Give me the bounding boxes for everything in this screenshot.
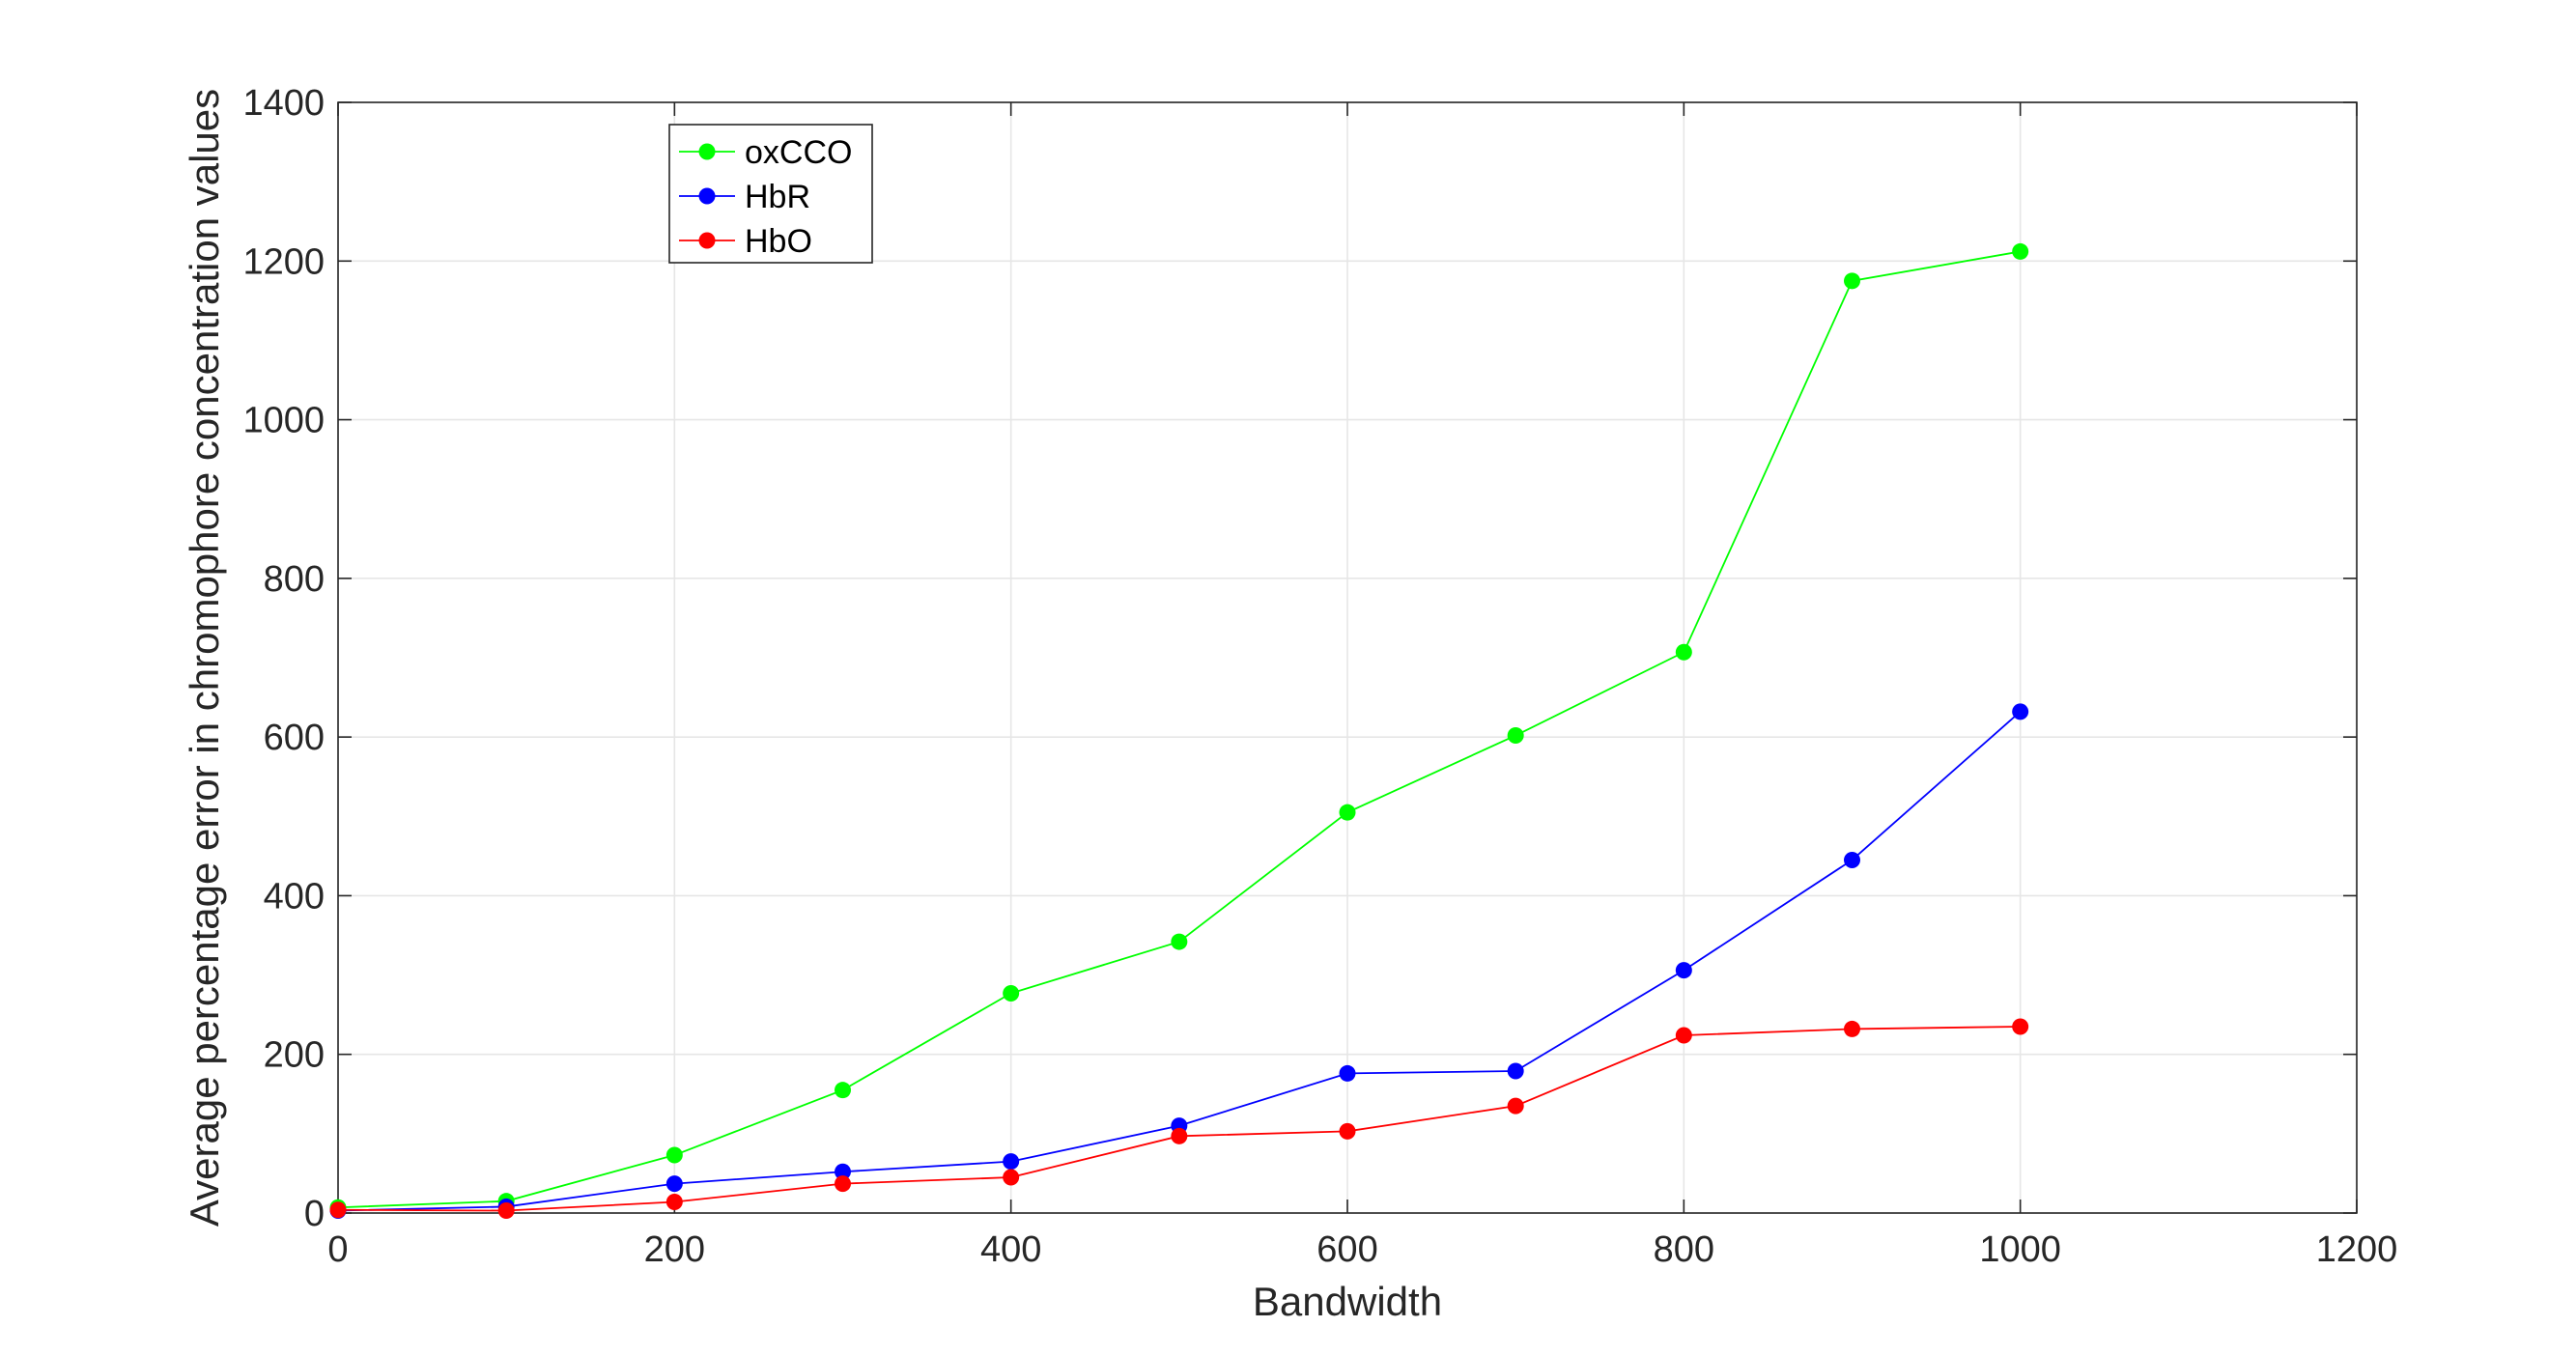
y-axis-label: Average percentage error in chromophore …: [182, 89, 227, 1227]
data-point-hbo: [2012, 1018, 2029, 1035]
y-tick-label: 600: [264, 718, 325, 758]
data-point-oxcco: [1339, 804, 1356, 821]
y-tick-label: 1000: [242, 401, 325, 441]
y-tick-label: 400: [264, 876, 325, 917]
legend-swatch-marker: [698, 187, 716, 205]
data-point-hbo: [1171, 1127, 1188, 1144]
legend-item-hbo: HbO: [679, 223, 812, 260]
data-point-hbo: [665, 1194, 683, 1210]
y-tick-label: 200: [264, 1035, 325, 1076]
data-point-oxcco: [835, 1082, 851, 1099]
data-point-hbo: [835, 1175, 851, 1193]
data-point-hbr: [665, 1175, 683, 1193]
data-point-hbr: [2012, 703, 2029, 720]
data-point-hbo: [1844, 1020, 1860, 1037]
data-point-oxcco: [1003, 984, 1020, 1002]
series-oxcco: [329, 242, 2029, 1216]
data-point-oxcco: [665, 1146, 683, 1164]
data-point-hbr: [1675, 962, 1692, 979]
data-point-oxcco: [1171, 933, 1188, 950]
x-tick-label: 200: [644, 1229, 705, 1270]
data-point-oxcco: [2012, 242, 2029, 260]
data-point-hbr: [1339, 1064, 1356, 1082]
legend-item-oxcco: oxCCO: [679, 134, 852, 171]
data-point-hbo: [497, 1202, 515, 1220]
data-point-hbr: [1003, 1153, 1020, 1171]
data-point-oxcco: [1675, 643, 1692, 661]
legend-item-hbr: HbR: [679, 179, 810, 215]
x-tick-label: 400: [980, 1229, 1041, 1270]
legend-label: oxCCO: [745, 134, 852, 171]
data-point-hbo: [329, 1201, 347, 1219]
data-point-hbr: [835, 1163, 851, 1180]
x-tick-label: 600: [1316, 1229, 1377, 1270]
x-tick-label: 0: [327, 1229, 348, 1270]
grid-lines: [337, 101, 2358, 1214]
series-hbo: [329, 1018, 2029, 1220]
y-tick-label: 1400: [242, 83, 325, 124]
data-point-oxcco: [1507, 727, 1524, 744]
legend-label: HbR: [745, 179, 810, 215]
series-group: [329, 242, 2029, 1220]
data-point-hbo: [1507, 1097, 1524, 1115]
data-point-hbo: [1339, 1122, 1356, 1140]
data-point-hbo: [1675, 1027, 1692, 1044]
data-point-oxcco: [1844, 272, 1860, 290]
legend: oxCCO HbR HbO: [668, 124, 873, 264]
y-tick-label: 800: [264, 559, 325, 600]
data-point-hbo: [1003, 1169, 1020, 1186]
legend-swatch-marker: [698, 143, 716, 160]
axis-ticks: 0 200 400 600 800 1000 1200 0 200 400 600 800 1000 12…: [242, 83, 2397, 1270]
x-tick-label: 800: [1654, 1229, 1714, 1270]
y-tick-label: 1200: [242, 241, 325, 282]
x-tick-label: 1000: [1979, 1229, 2061, 1270]
y-tick-label: 0: [304, 1194, 325, 1234]
x-tick-label: 1200: [2316, 1229, 2398, 1270]
legend-label: HbO: [745, 223, 812, 260]
legend-swatch-marker: [698, 232, 716, 249]
data-point-hbr: [1507, 1062, 1524, 1080]
data-point-hbr: [1844, 851, 1860, 868]
x-axis-label: Bandwidth: [1253, 1279, 1442, 1324]
